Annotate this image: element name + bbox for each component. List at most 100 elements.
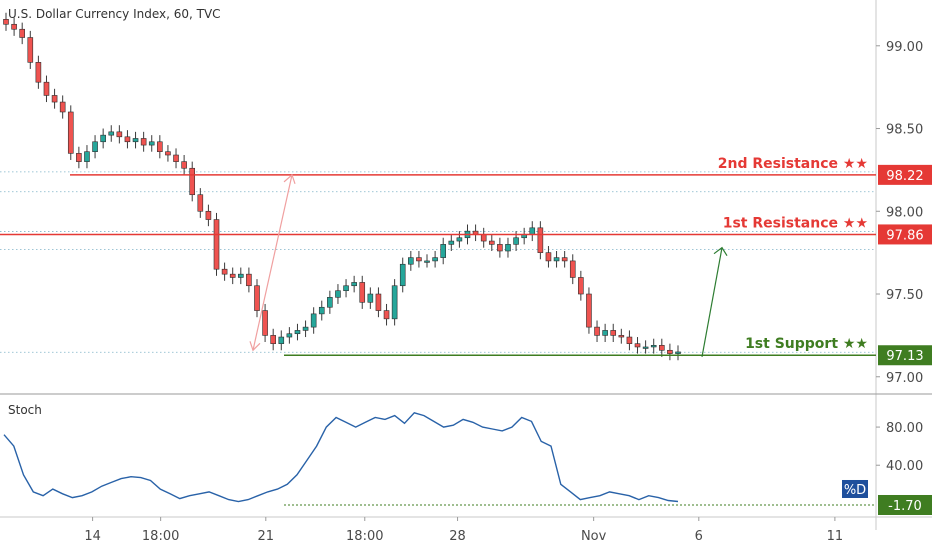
range-arrow-head-top [283, 173, 296, 185]
stoch-badge-text: %D [844, 483, 866, 498]
candle-body [157, 141, 163, 152]
time-tick-label: 18:00 [142, 529, 179, 544]
candle-body [3, 19, 9, 25]
level-price-tag-text: 98.22 [886, 169, 923, 184]
candle-body [84, 151, 90, 162]
candle-body [650, 345, 657, 348]
level-price-tag [878, 164, 932, 185]
stoch-value-tag-text: -1.70 [888, 499, 922, 514]
candle-body [545, 252, 552, 262]
candle-body [594, 326, 600, 336]
candle-body [505, 244, 511, 252]
projection-arrow-line [701, 247, 723, 358]
time-tick-label: 6 [695, 529, 703, 544]
candle-body [27, 37, 34, 63]
candle-body [642, 346, 649, 349]
candle-body [59, 101, 66, 113]
candle-body [181, 161, 187, 169]
candle-body [116, 131, 123, 138]
candle-body [108, 131, 115, 136]
stoch-line [3, 412, 679, 503]
candle-body [43, 81, 50, 96]
candle-body [351, 282, 357, 287]
candle-body [578, 277, 584, 295]
time-tick-label: 14 [84, 529, 101, 544]
candle-body [488, 240, 495, 245]
candle-body [675, 351, 681, 354]
candle-body [19, 28, 25, 38]
range-arrow-line [252, 174, 293, 351]
candle-body [124, 136, 131, 143]
candle-body [51, 95, 58, 103]
candle-body [480, 234, 487, 242]
candle-body [270, 335, 276, 344]
candle-body [432, 257, 438, 262]
candle-body [205, 210, 212, 220]
candle-body [197, 194, 204, 212]
candle-body [327, 297, 333, 308]
candle-body [626, 336, 633, 344]
time-tick-label: 21 [258, 529, 275, 544]
candle-body [262, 310, 268, 336]
candle-body [237, 273, 244, 278]
candle-body [634, 343, 641, 348]
stoch-badge [842, 479, 868, 498]
candle-body [602, 330, 608, 336]
price-tick-label: 97.00 [886, 371, 923, 386]
candle-body [391, 285, 398, 320]
candle-body [148, 141, 155, 146]
time-tick-label: 11 [827, 529, 844, 544]
candle-body [302, 326, 309, 331]
candle-body [294, 330, 301, 335]
candle-body [310, 313, 317, 328]
candle-body [367, 293, 374, 303]
candle-body [35, 62, 42, 83]
chart-title: U.S. Dollar Currency Index, 60, TVC [8, 7, 221, 21]
stoch-tick-label: 80.00 [886, 421, 923, 436]
candle-body [100, 134, 106, 143]
candle-body [359, 282, 366, 303]
candle-body [667, 349, 673, 354]
price-tick-label: 98.00 [886, 205, 923, 220]
candle-body [229, 273, 236, 278]
level-label: 1st Resistance ★★ [723, 215, 868, 231]
stoch-title: Stoch [8, 403, 42, 417]
stoch-value-tag [878, 494, 932, 515]
candle-body [537, 227, 544, 253]
candle-body [165, 151, 171, 156]
candle-body [553, 257, 560, 262]
candle-body [448, 240, 455, 245]
level-label: 2nd Resistance ★★ [718, 156, 868, 172]
time-tick-label: Nov [581, 529, 607, 544]
level-price-tag-text: 97.13 [886, 349, 923, 364]
candle-body [76, 153, 82, 162]
candle-body [335, 290, 341, 298]
candle-body [659, 345, 665, 351]
candle-body [440, 244, 447, 258]
candle-body [561, 257, 568, 262]
candle-body [456, 237, 463, 242]
candle-body [67, 111, 74, 154]
candle-body [221, 268, 228, 275]
level-price-tag [878, 224, 932, 245]
candle-body [375, 293, 382, 311]
candle-body [189, 167, 196, 196]
level-price-tag-text: 97.86 [886, 228, 923, 243]
candle-body [343, 285, 349, 292]
candle-body [424, 260, 430, 263]
candle-body [408, 257, 414, 265]
stoch-tick-label: 40.00 [886, 459, 923, 474]
candle-body [513, 237, 519, 245]
candle-body [213, 219, 220, 270]
candle-body [246, 273, 252, 287]
candle-body [140, 138, 147, 146]
candle-body [132, 138, 139, 143]
candle-body [318, 306, 325, 315]
candle-body [11, 23, 17, 30]
candle-body [497, 244, 503, 252]
range-arrow-head-bottom [249, 341, 261, 352]
candle-body [586, 293, 592, 328]
candle-body [399, 263, 406, 287]
projection-arrow-head [713, 246, 728, 256]
